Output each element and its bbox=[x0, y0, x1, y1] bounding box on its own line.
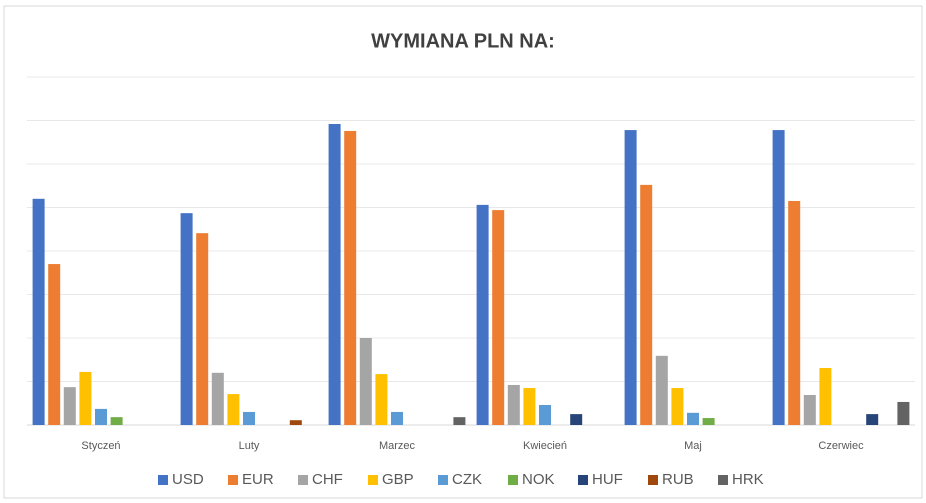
legend-swatch bbox=[158, 475, 168, 485]
legend-swatch bbox=[438, 475, 448, 485]
bar bbox=[48, 264, 61, 425]
legend-label: RUB bbox=[662, 471, 694, 488]
bar bbox=[476, 204, 489, 425]
x-tick-label: Maj bbox=[684, 440, 702, 452]
legend-swatch bbox=[718, 475, 728, 485]
bar bbox=[79, 371, 92, 425]
legend-swatch bbox=[368, 475, 378, 485]
bar bbox=[180, 213, 193, 425]
bar bbox=[344, 130, 357, 425]
x-tick-label: Kwiecień bbox=[523, 440, 567, 452]
bar bbox=[492, 210, 505, 425]
bar bbox=[391, 411, 403, 425]
x-tick-label: Luty bbox=[239, 440, 260, 452]
bar bbox=[655, 355, 668, 425]
legend-label: HRK bbox=[732, 471, 764, 488]
bar bbox=[570, 414, 583, 425]
x-tick-label: Styczeń bbox=[81, 440, 120, 452]
legend-label: HUF bbox=[592, 471, 623, 488]
chart-title: WYMIANA PLN NA: bbox=[371, 30, 555, 52]
legend-label: EUR bbox=[242, 471, 274, 488]
bar bbox=[897, 401, 910, 425]
bar bbox=[523, 388, 536, 425]
bar bbox=[624, 130, 637, 425]
legend-label: NOK bbox=[522, 471, 555, 488]
bar bbox=[95, 408, 107, 425]
bar bbox=[196, 233, 209, 425]
bar bbox=[453, 417, 466, 425]
legend-swatch bbox=[298, 475, 308, 485]
bar bbox=[507, 384, 520, 425]
bar bbox=[328, 123, 341, 425]
chart-border bbox=[3, 5, 923, 499]
bar bbox=[32, 198, 45, 425]
bar bbox=[539, 404, 551, 425]
legend-swatch bbox=[228, 475, 238, 485]
bar bbox=[375, 374, 388, 425]
bar bbox=[788, 200, 801, 425]
legend-label: USD bbox=[172, 471, 204, 488]
bar bbox=[866, 414, 879, 425]
bar bbox=[289, 420, 302, 425]
bar bbox=[63, 387, 76, 425]
bar bbox=[243, 411, 255, 425]
legend-swatch bbox=[508, 475, 518, 485]
legend-label: CZK bbox=[452, 471, 482, 488]
x-tick-label: Marzec bbox=[379, 440, 416, 452]
bar bbox=[211, 372, 224, 425]
bar bbox=[359, 338, 372, 425]
bar bbox=[772, 130, 785, 425]
bar bbox=[227, 394, 240, 425]
bar bbox=[687, 412, 699, 425]
bar bbox=[819, 368, 832, 425]
legend-swatch bbox=[578, 475, 588, 485]
x-tick-label: Czerwiec bbox=[818, 440, 864, 452]
legend-label: GBP bbox=[382, 471, 414, 488]
legend-label: CHF bbox=[312, 471, 343, 488]
legend-swatch bbox=[648, 475, 658, 485]
bar bbox=[640, 184, 653, 425]
bar bbox=[702, 418, 715, 425]
bar bbox=[671, 388, 684, 425]
bar bbox=[803, 394, 816, 425]
bar bbox=[110, 417, 123, 425]
